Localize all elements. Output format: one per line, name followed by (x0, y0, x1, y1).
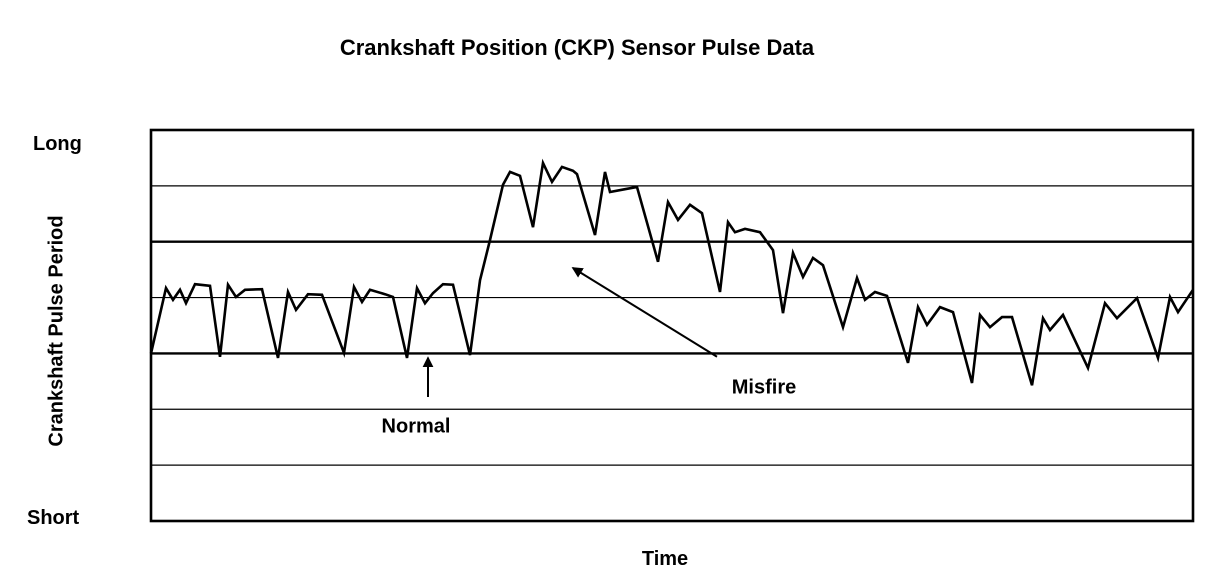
y-axis-max-label: Long (33, 133, 82, 155)
plot-border (149, 128, 1195, 523)
annotation-misfire-label: Misfire (731, 376, 797, 399)
annotation-normal-label: Normal (381, 415, 451, 438)
x-axis-title: Time (641, 548, 689, 570)
y-axis-min-label: Short (27, 507, 80, 529)
ckp-waveform (149, 158, 1195, 386)
chart-title: Crankshaft Position (CKP) Sensor Pulse D… (339, 35, 815, 60)
misfire-arrow (571, 267, 718, 358)
